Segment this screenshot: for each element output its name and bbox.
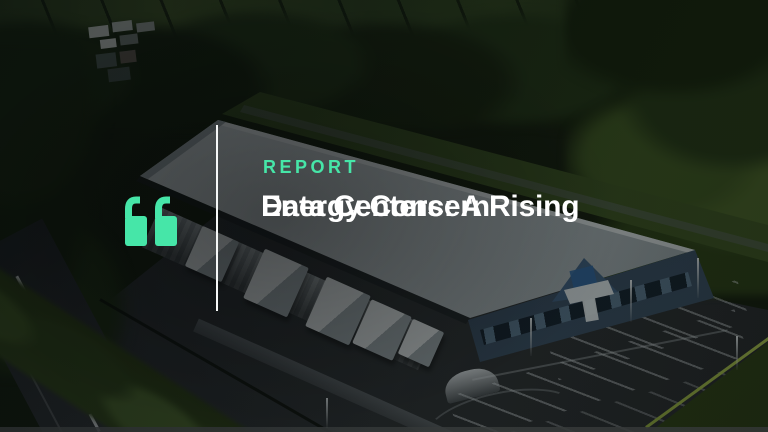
report-kicker: REPORT bbox=[263, 157, 360, 177]
title-line-1: Data Centers: A Rising bbox=[261, 190, 580, 223]
vertical-divider bbox=[216, 125, 218, 311]
opening-double-quote-icon bbox=[122, 196, 178, 246]
title-line-2: Energy Concern bbox=[261, 190, 490, 223]
